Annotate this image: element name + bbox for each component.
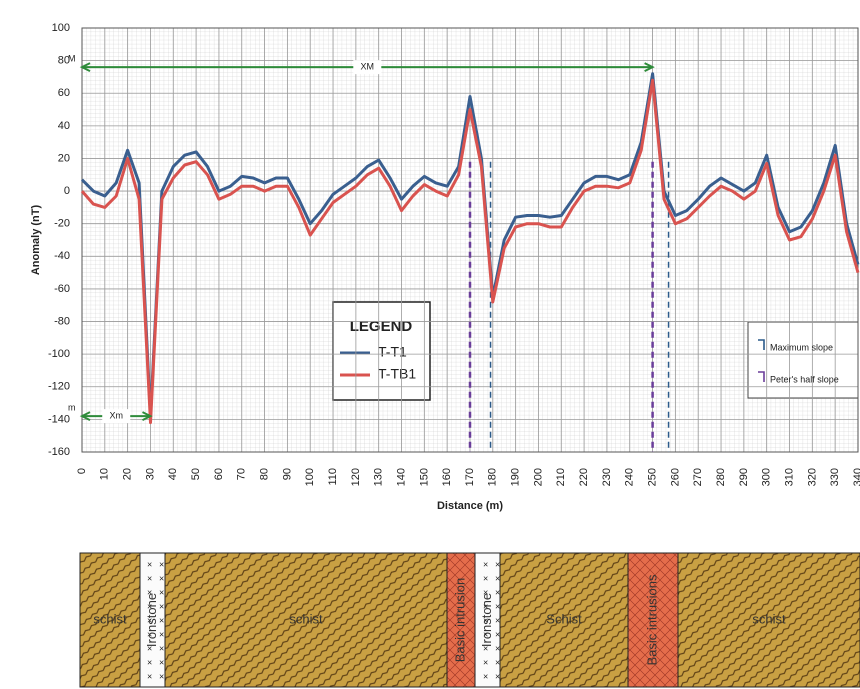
series-line: [80, 72, 860, 418]
section-unit: [139, 552, 166, 688]
arrow-head: [79, 62, 655, 73]
y-tick-label: -60: [54, 283, 70, 295]
plot-frame: [81, 27, 859, 453]
x-tick-label: 310: [783, 468, 795, 486]
x-tick-label: 190: [510, 468, 522, 486]
x-tick-label: 250: [646, 468, 658, 486]
y-tick-label: 80: [58, 55, 70, 67]
legend-title: LEGEND: [350, 318, 413, 335]
x-tick-label: 290: [738, 468, 750, 486]
x-tick-label: 60: [213, 468, 225, 480]
y-tick-label: 0: [64, 185, 70, 197]
x-tick-label: 40: [167, 468, 179, 480]
x-tick-label: 120: [350, 468, 362, 486]
y-tick-label: -120: [48, 381, 70, 393]
x-tick-label: 200: [532, 468, 544, 486]
x-tick-label: 20: [122, 468, 134, 480]
x-tick-label: 110: [327, 468, 339, 486]
x-tick-label: 240: [624, 468, 636, 486]
arrow-head: [79, 411, 153, 422]
y-tick-label: -140: [48, 413, 70, 425]
section-label: Basic intrusions: [644, 574, 659, 666]
section-label: Basic intrusion: [452, 578, 467, 663]
x-tick-label: 160: [441, 468, 453, 486]
section-label: Ironstone: [144, 593, 159, 647]
x-tick-label: 260: [669, 468, 681, 486]
y-tick-label: -160: [48, 446, 70, 458]
annotation-label: Xm: [109, 410, 123, 420]
series-line: [80, 78, 860, 425]
x-tick-label: 140: [395, 468, 407, 486]
section-label: schist: [93, 611, 127, 626]
x-tick-label: 150: [418, 468, 430, 486]
x-tick-label: 340: [852, 468, 860, 486]
legend-label: T-TB1: [378, 366, 416, 382]
x-axis-title: Distance (m): [437, 500, 503, 512]
section-unit: [499, 552, 629, 688]
x-tick-label: 320: [806, 468, 818, 486]
slope-legend-symbol: [758, 371, 765, 382]
section-unit: [627, 552, 679, 688]
x-tick-label: 70: [236, 468, 248, 480]
annotation-end-label: m: [68, 402, 76, 412]
section-unit: [79, 552, 141, 688]
legend: LEGEND T-T1 T-TB1: [332, 301, 431, 401]
y-tick-label: -100: [48, 348, 70, 360]
annotation-label: XM: [361, 62, 375, 72]
legend-box: [332, 301, 431, 401]
y-tick-label: -20: [54, 218, 70, 230]
section-label: schist: [752, 611, 786, 626]
x-tick-label: 280: [715, 468, 727, 486]
y-tick-label: -80: [54, 315, 70, 327]
slope-legend-label: Maximum slope: [770, 342, 833, 352]
x-tick-label: 100: [304, 468, 316, 486]
y-tick-label: -40: [54, 250, 70, 262]
x-tick-label: 230: [601, 468, 613, 486]
section-label: schist: [289, 611, 323, 626]
x-tick-label: 270: [692, 468, 704, 486]
x-tick-label: 330: [829, 468, 841, 486]
section-unit: [164, 552, 448, 688]
x-tick-label: 130: [373, 468, 385, 486]
x-tick-label: 10: [99, 468, 111, 480]
x-tick-label: 50: [190, 468, 202, 480]
annotation-end-label: M: [68, 54, 76, 64]
x-tick-label: 220: [578, 468, 590, 486]
section-unit: [677, 552, 860, 688]
x-tick-label: 210: [555, 468, 567, 486]
y-axis-title: Anomaly (nT): [30, 205, 42, 276]
x-tick-label: 90: [281, 468, 293, 480]
x-tick-label: 180: [487, 468, 499, 486]
y-tick-label: 40: [58, 120, 70, 132]
y-tick-label: 60: [58, 87, 70, 99]
y-tick-label: 100: [52, 22, 70, 34]
x-tick-label: 170: [464, 468, 476, 486]
slope-legend-symbol: [758, 339, 765, 350]
x-tick-label: 30: [144, 468, 156, 480]
legend-label: T-T1: [378, 344, 407, 360]
section-label: Schist: [546, 611, 582, 626]
y-tick-label: 20: [58, 152, 70, 164]
x-tick-label: 0: [76, 468, 88, 474]
slope-legend-label: Peter's half slope: [770, 374, 839, 384]
annotation-label-box: [102, 409, 131, 424]
section-label: Ironstone: [479, 593, 494, 647]
x-tick-label: 80: [258, 468, 270, 480]
section-unit: [474, 552, 501, 688]
x-tick-label: 300: [761, 468, 773, 486]
annotation-label-box: [353, 60, 382, 75]
